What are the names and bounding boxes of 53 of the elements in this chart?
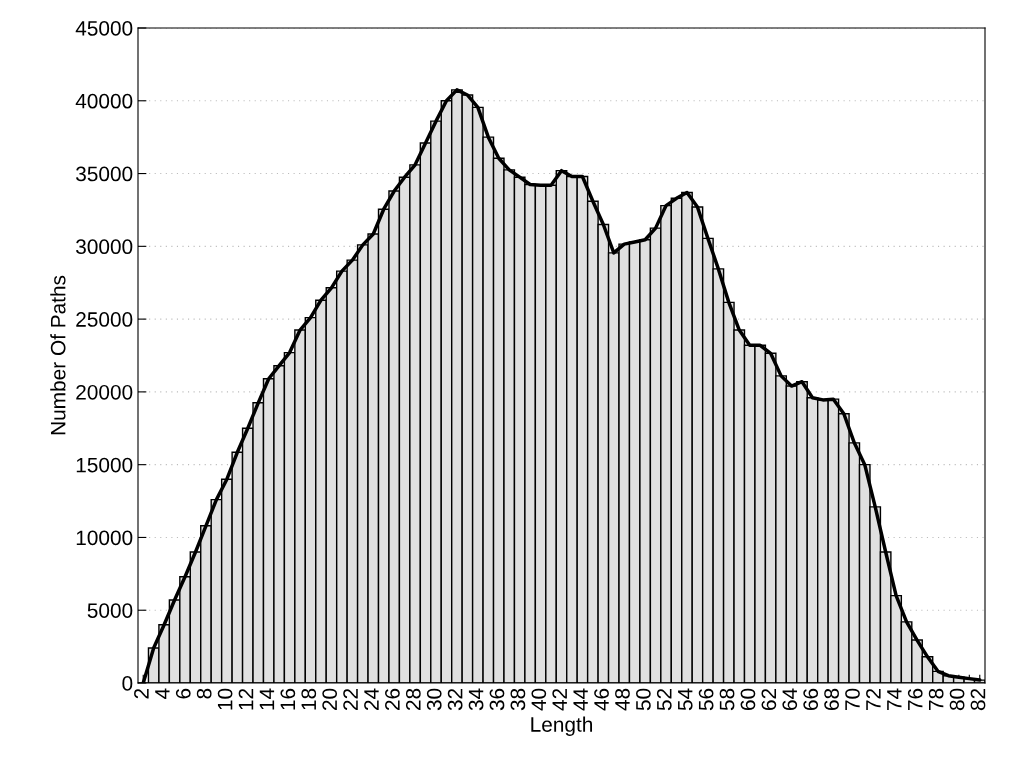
x-tick-label: 46 (594, 688, 609, 711)
x-tick-label: 56 (698, 688, 714, 711)
x-tick-label: 4 (155, 688, 170, 699)
x-tick-label: 30 (426, 688, 442, 711)
x-tick-label: 18 (301, 688, 317, 710)
x-tick-label: 82 (970, 688, 986, 711)
x-tick-label: 6 (175, 688, 191, 699)
x-tick-label: 50 (635, 688, 651, 711)
x-tick-label: 2 (134, 688, 149, 699)
y-axis-title: Number Of Paths (50, 275, 66, 435)
x-tick-label: 38 (510, 688, 526, 711)
x-tick-label: 58 (719, 688, 735, 711)
x-tick-label: 70 (845, 688, 860, 710)
x-tick-label: 60 (740, 688, 756, 710)
y-tick-label: 0 (122, 676, 133, 691)
y-tick-label: 40000 (75, 93, 133, 109)
y-tick-label: 5000 (87, 603, 133, 618)
x-tick-label: 72 (866, 688, 881, 710)
x-tick-label: 52 (656, 688, 672, 711)
x-tick-label: 48 (615, 688, 630, 711)
x-tick-label: 74 (887, 688, 902, 710)
x-tick-label: 36 (489, 688, 505, 711)
x-tick-label: 76 (907, 688, 923, 710)
x-tick-label: 28 (405, 688, 421, 710)
x-tick-label: 22 (343, 688, 358, 710)
y-tick-label: 25000 (76, 312, 133, 327)
x-tick-label: 40 (531, 688, 547, 711)
x-tick-label: 14 (259, 688, 275, 710)
y-tick-label: 30000 (76, 239, 133, 255)
y-tick-label: 10000 (76, 530, 133, 546)
x-tick-label: 66 (803, 688, 819, 710)
x-tick-label: 68 (824, 688, 839, 710)
x-tick-label: 10 (217, 688, 233, 710)
x-tick-label: 78 (928, 688, 944, 710)
x-tick-label: 34 (468, 688, 484, 711)
y-tick-label: 35000 (76, 166, 133, 182)
x-tick-label: 32 (447, 688, 463, 711)
x-tick-label: 16 (280, 688, 296, 710)
x-tick-label: 24 (364, 688, 379, 710)
x-tick-label: 62 (761, 688, 777, 710)
x-tick-label: 26 (385, 688, 400, 710)
y-tick-label: 15000 (76, 457, 133, 473)
x-tick-label: 20 (322, 688, 338, 710)
x-tick-label: 8 (196, 688, 212, 699)
x-tick-label: 42 (552, 688, 567, 711)
y-tick-label: 45000 (75, 21, 133, 36)
x-tick-label: 12 (238, 688, 254, 710)
y-tick-label: 20000 (76, 384, 133, 400)
x-tick-label: 54 (678, 688, 693, 711)
x-tick-label: 64 (782, 688, 798, 710)
x-tick-label: 44 (573, 688, 588, 711)
x-tick-label: 80 (949, 688, 965, 711)
x-axis-title: Length (531, 716, 593, 737)
